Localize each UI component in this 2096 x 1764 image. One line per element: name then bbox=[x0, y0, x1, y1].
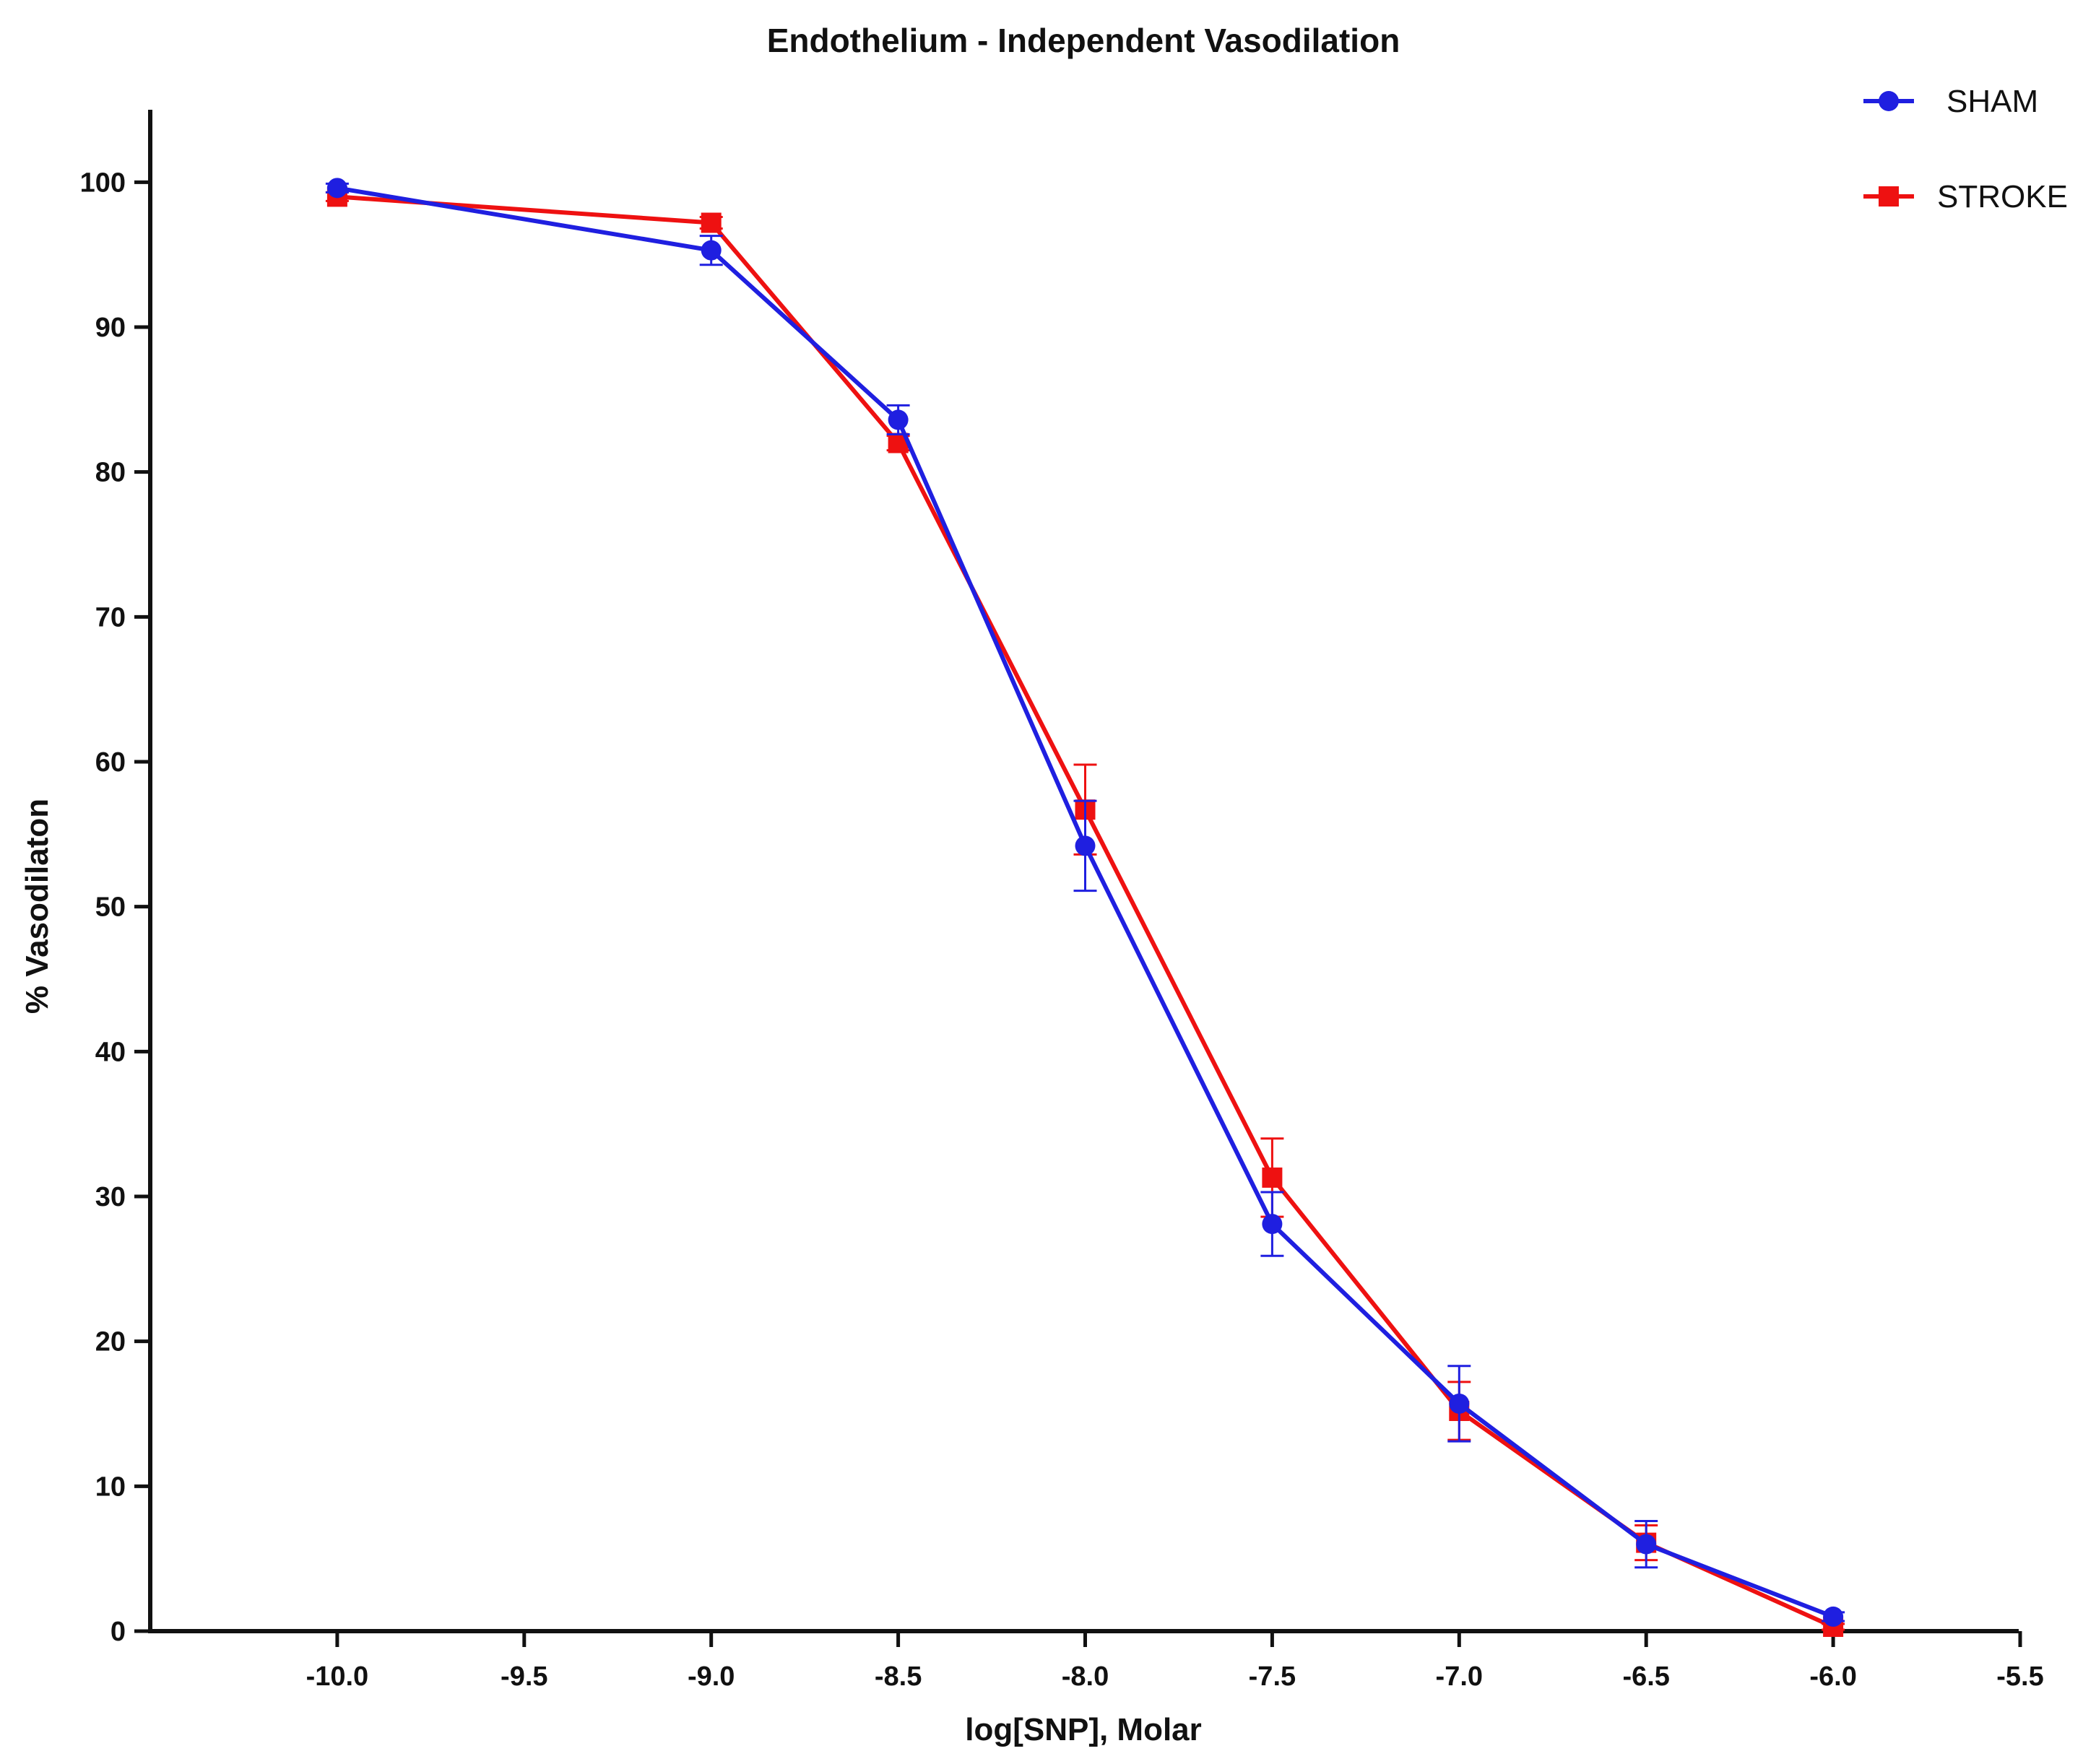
x-tick-label: -5.5 bbox=[1996, 1661, 2043, 1692]
legend-label: STROKE bbox=[1937, 179, 2068, 214]
stroke-line bbox=[337, 194, 1835, 1629]
y-tick-label: 30 bbox=[95, 1182, 126, 1212]
series-sham bbox=[325, 178, 1845, 1627]
legend-square-marker bbox=[1879, 186, 1899, 207]
y-tick-label: 20 bbox=[95, 1327, 126, 1357]
x-ticks: -10.0 -9.5 -9.0 -8.5 -8.0 -7.5 -7.0 -6.5 -6.0 -5.… bbox=[306, 1631, 2044, 1692]
y-ticks: 0 10 20 30 40 50 60 70 80 90 100 bbox=[80, 168, 150, 1647]
x-tick-label: -7.0 bbox=[1436, 1661, 1483, 1692]
series-layer bbox=[325, 178, 1845, 1637]
x-tick-label: -6.5 bbox=[1622, 1661, 1669, 1692]
sham-line bbox=[337, 186, 1835, 1619]
x-tick-label: -6.0 bbox=[1809, 1661, 1856, 1692]
y-tick-label: 80 bbox=[95, 458, 126, 488]
y-tick-label: 10 bbox=[95, 1472, 126, 1502]
x-tick-label: -7.5 bbox=[1249, 1661, 1296, 1692]
sham-point bbox=[1262, 1214, 1283, 1235]
x-tick-label: -10.0 bbox=[306, 1661, 369, 1692]
y-tick-label: 60 bbox=[95, 747, 126, 778]
legend-item-sham: SHAM bbox=[1863, 84, 2038, 119]
axes bbox=[148, 110, 2019, 1633]
x-tick-label: -9.0 bbox=[688, 1661, 735, 1692]
chart-title: Endothelium - Independent Vasodilation bbox=[767, 22, 1400, 59]
y-tick-label: 70 bbox=[95, 602, 126, 633]
x-tick-label: -9.5 bbox=[501, 1661, 547, 1692]
sham-point bbox=[888, 409, 909, 430]
y-tick-label: 100 bbox=[80, 168, 126, 198]
y-tick-label: 50 bbox=[95, 892, 126, 923]
legend-circle-marker bbox=[1879, 91, 1899, 111]
sham-point bbox=[1823, 1606, 1844, 1627]
y-tick-label: 90 bbox=[95, 313, 126, 343]
y-axis-label: % Vasodilaton bbox=[20, 799, 55, 1014]
x-tick-label: -8.5 bbox=[875, 1661, 922, 1692]
legend-label: SHAM bbox=[1946, 84, 2038, 119]
stroke-point bbox=[701, 212, 722, 233]
sham-point bbox=[1449, 1393, 1470, 1414]
sham-point bbox=[1075, 835, 1096, 856]
sham-point bbox=[326, 178, 347, 199]
y-tick-label: 0 bbox=[111, 1617, 126, 1647]
y-tick-label: 40 bbox=[95, 1037, 126, 1067]
series-stroke bbox=[325, 186, 1845, 1637]
x-axis-label: log[SNP], Molar bbox=[965, 1712, 1202, 1747]
x-tick-label: -8.0 bbox=[1062, 1661, 1109, 1692]
sham-point bbox=[1636, 1534, 1657, 1555]
legend: SHAM STROKE bbox=[1863, 84, 2068, 214]
sham-point bbox=[701, 240, 722, 261]
legend-item-stroke: STROKE bbox=[1863, 179, 2068, 214]
stroke-point bbox=[1262, 1167, 1283, 1188]
